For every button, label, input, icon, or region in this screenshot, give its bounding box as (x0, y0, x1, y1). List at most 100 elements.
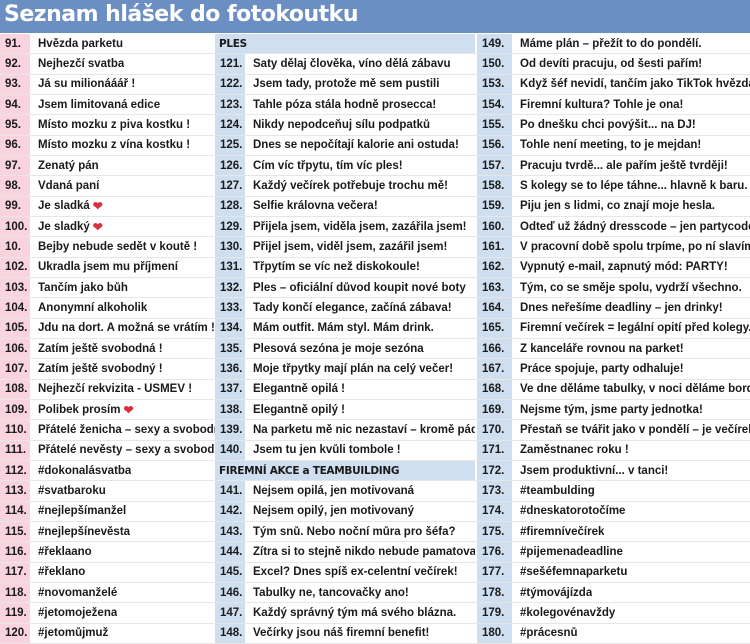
list-item: 122. Jsem tady, protože mě sem pustili (215, 74, 475, 95)
list-item: 165. Firemní večírek = legální opití před… (475, 318, 750, 339)
item-text: Hvězda parketu (30, 38, 123, 50)
item-number: 135. (215, 338, 245, 359)
list-item: 96. Místo mozku z vína kostku ! (0, 135, 215, 156)
item-label: Když šéf nevidí, tančím jako TikTok hvěz… (520, 78, 750, 91)
item-number: 122. (215, 74, 245, 94)
item-label: Excel? Dnes spíš ex-celentní večírek! (253, 566, 458, 579)
list-item: 121. Šaty dělaj člověka, víno dělá zábavu (215, 54, 475, 75)
item-number: 138. (215, 399, 245, 420)
item-number: 171. (477, 440, 512, 460)
item-text: Tančím jako bůh (30, 282, 128, 294)
item-label: Zatím ještě svobodná ! (38, 342, 163, 355)
list-item: 163. Tým, co se směje spolu, vydrží všech… (475, 277, 750, 299)
item-label: Z kanceláře rovnou na parket! (520, 342, 684, 355)
item-label: Hvězda parketu (38, 37, 124, 50)
item-label: Ve dne děláme tabulky, v noci děláme bor… (520, 383, 750, 396)
list-item: 171. Zaměstnanec roku ! (475, 440, 750, 461)
list-item: 148. Večírky jsou náš firemní benefit! (215, 623, 475, 644)
item-number: 107. (0, 359, 30, 379)
item-label: Přijel jsem, viděl jsem, zazářil jsem! (253, 240, 448, 253)
item-label: #sešéfemnaparketu (520, 566, 628, 579)
list-item: 97. Ženatý pán (0, 155, 215, 177)
item-number: 150. (477, 54, 512, 74)
title-bar: Seznam hlášek do fotokoutku (0, 0, 750, 33)
item-text: #teambulding (512, 485, 595, 497)
item-label: Zaměstnanec roku ! (520, 444, 629, 457)
list-item: 141. Nejsem opilá, jen motivovaná (215, 481, 475, 502)
item-text: #kolegovénavždy (512, 607, 615, 619)
item-label: Vypnutý e-mail, zapnutý mód: PARTY! (520, 261, 728, 274)
list-item: 130. Přijel jsem, viděl jsem, zazářil jse… (215, 237, 475, 258)
list-item: 136. Moje třpytky mají plán na celý večer… (215, 359, 475, 380)
item-text: Nejsem opilá, jen motivovaná (245, 485, 414, 497)
item-label: Šaty dělaj člověka, víno dělá zábavu (253, 57, 451, 70)
item-label: Jsem limitovaná edice (38, 98, 161, 111)
list-item: 159. Piju jen s lidmi, co znají moje hesl… (475, 196, 750, 217)
item-number: 121. (215, 54, 245, 74)
item-text: Jsem tady, protože mě sem pustili (245, 78, 439, 90)
list-item: 144. Zítra si to stejně nikdo nebude pama… (215, 542, 475, 563)
item-text: Tým, co se směje spolu, vydrží všechno. (512, 282, 742, 294)
item-text: Máme plán – přežít to do pondělí. (512, 38, 701, 50)
list-item: 106. Zatím ještě svobodná ! (0, 338, 215, 360)
item-label: S kolegy se to lépe táhne... hlavně k ba… (520, 179, 748, 192)
item-number: 128. (215, 196, 245, 216)
list-item: 177. #sešéfemnaparketu (475, 562, 750, 583)
item-number: 100. (0, 216, 30, 237)
list-item: 161. V pracovní době spolu trpíme, po ní … (475, 237, 750, 258)
item-label: Místo mozku z vína kostku ! (38, 139, 191, 152)
item-text: #týmovájízda (512, 587, 592, 599)
item-text: Přijel jsem, viděl jsem, zazářil jsem! (245, 241, 447, 253)
section-title: FIREMNÍ AKCE a TEAMBUILDING (219, 464, 400, 477)
item-number: 108. (0, 379, 30, 399)
item-label: Přátelé ženicha – sexy a svobodní! (38, 423, 215, 436)
item-text: Elegantně opilá ! (245, 383, 345, 395)
item-text: Elegantně opilý ! (245, 404, 345, 416)
item-number: 148. (215, 623, 245, 643)
list-item: 95. Místo mozku z piva kostku ! (0, 115, 215, 136)
item-text: Práce spojuje, party odhaluje! (512, 363, 684, 375)
list-item: 120. #jetomůjmuž (0, 623, 215, 644)
list-item: 137. Elegantně opilá ! (215, 379, 475, 400)
item-number: 158. (477, 176, 512, 196)
list-item: 175. #firemnívečírek (475, 521, 750, 543)
list-item: 91. Hvězda parketu (0, 34, 215, 55)
item-label: Je sladký (38, 220, 90, 233)
item-label: Pracuju tvrdě... ale pařím ještě tvrději… (520, 159, 728, 172)
item-text: Nikdy nepodceňuj sílu podpatků (245, 119, 430, 131)
item-text: Přátelé nevěsty – sexy a svobodní! (30, 444, 215, 456)
list-item: 178. #týmovájízda (475, 582, 750, 604)
item-label: Plesová sezóna je moje sezóna (253, 342, 424, 355)
list-item: 113. #svatbaroku (0, 481, 215, 502)
item-text: Polibek prosím ❤ (30, 403, 134, 417)
item-text: Ženatý pán (30, 160, 99, 172)
item-number: 137. (215, 379, 245, 399)
list-item: 10. Bejby nebude sedět v koutě ! (0, 237, 215, 258)
list-item: 114. #nejlepšímanžel (0, 501, 215, 522)
item-label: Každý správný tým má svého blázna. (253, 606, 457, 619)
list-item: 104. Anonymní alkoholik (0, 298, 215, 319)
item-text: Když šéf nevidí, tančím jako TikTok hvěz… (512, 78, 750, 90)
list-item: 115. #nejlepšínevěsta (0, 521, 215, 543)
item-number: 177. (477, 562, 512, 582)
item-label: Každý večírek potřebuje trochu mě! (253, 179, 448, 192)
item-number: 170. (477, 420, 512, 440)
item-number: 160. (477, 216, 512, 237)
section-title: PLES (219, 37, 247, 50)
item-label: Je sladká (38, 200, 90, 213)
item-number: 167. (477, 359, 512, 379)
item-text: Každý večírek potřebuje trochu mě! (245, 180, 448, 192)
item-text: Piju jen s lidmi, co znají moje hesla. (512, 200, 715, 212)
item-number: 174. (477, 501, 512, 521)
list-item: 149. Máme plán – přežít to do pondělí. (475, 34, 750, 55)
item-number: 105. (0, 318, 30, 338)
item-text: #jetomoježena (30, 607, 117, 619)
item-number: 91. (0, 34, 30, 54)
item-label: Tohle není meeting, to je mejdan! (520, 139, 702, 152)
item-text: Odteď už žádný dresscode – jen partycode… (512, 221, 750, 233)
list-item: 119. #jetomoježena (0, 603, 215, 624)
item-text: #firemnívečírek (512, 526, 604, 538)
item-label: Od devíti pracuju, od šesti pařím! (520, 57, 703, 70)
item-label: Elegantně opilý ! (253, 403, 346, 416)
list-item: 132. Ples – oficiální důvod koupit nové b… (215, 277, 475, 299)
